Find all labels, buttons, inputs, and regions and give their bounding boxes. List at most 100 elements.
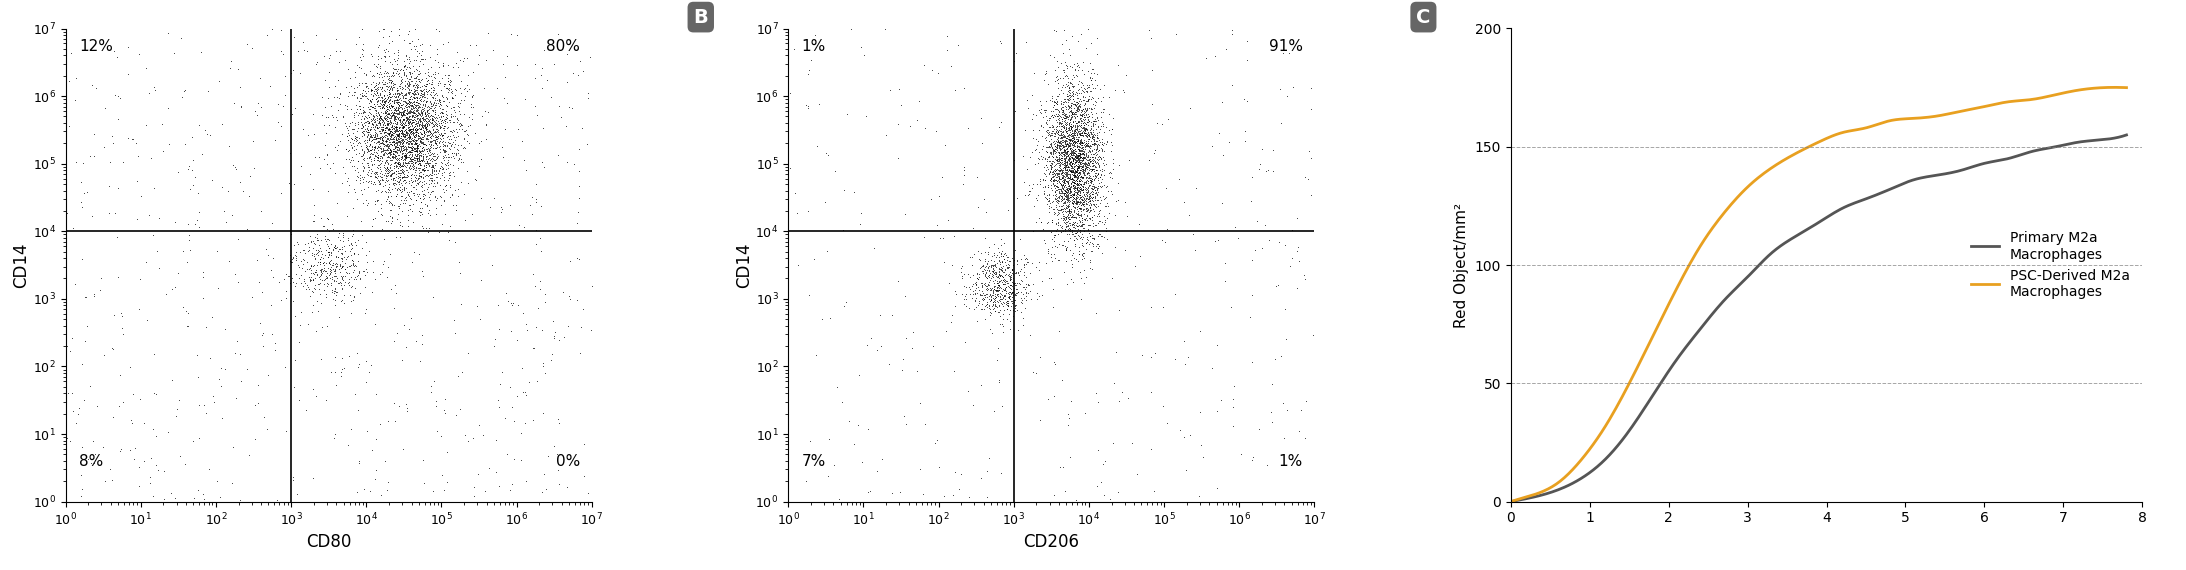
Point <box>418 165 453 174</box>
Point <box>415 486 450 495</box>
Point <box>977 286 1012 295</box>
Point <box>1056 133 1091 142</box>
Point <box>1235 357 1270 367</box>
Point <box>1058 203 1093 212</box>
Point <box>332 74 367 83</box>
Point <box>1036 188 1071 197</box>
Point <box>1095 165 1130 174</box>
Point <box>1056 177 1091 186</box>
Point <box>990 279 1025 288</box>
Point <box>387 123 422 132</box>
Point <box>1041 111 1076 120</box>
Point <box>1041 133 1076 142</box>
Point <box>850 425 885 434</box>
Point <box>966 279 1001 288</box>
Point <box>407 163 442 172</box>
Point <box>457 482 492 491</box>
Point <box>997 280 1032 290</box>
Point <box>391 99 426 108</box>
Point <box>422 63 457 72</box>
Point <box>1034 169 1069 178</box>
Point <box>1058 184 1093 193</box>
Point <box>398 177 433 186</box>
Point <box>376 116 411 125</box>
Point <box>1047 146 1082 155</box>
Point <box>973 324 1008 333</box>
Point <box>359 62 393 71</box>
Point <box>352 104 387 113</box>
Point <box>387 157 422 166</box>
Point <box>1261 238 1296 247</box>
Point <box>433 153 468 162</box>
Point <box>1051 183 1086 192</box>
Point <box>393 157 428 166</box>
Point <box>398 78 433 87</box>
Point <box>339 149 374 158</box>
Point <box>979 286 1014 295</box>
Point <box>1051 190 1086 199</box>
Point <box>369 109 404 118</box>
Point <box>1049 128 1084 137</box>
Point <box>361 117 396 127</box>
Point <box>77 289 111 298</box>
Point <box>369 142 404 151</box>
Point <box>385 91 420 100</box>
Point <box>424 104 459 113</box>
Point <box>1073 124 1108 133</box>
Point <box>1058 137 1093 146</box>
Point <box>1056 170 1091 179</box>
Point <box>365 75 400 84</box>
Point <box>391 142 426 151</box>
Point <box>374 101 409 110</box>
Point <box>1067 147 1102 156</box>
Point <box>1054 112 1089 121</box>
Point <box>411 206 446 215</box>
Point <box>328 82 363 91</box>
Point <box>990 296 1025 306</box>
Point <box>372 150 407 160</box>
Point <box>393 108 428 117</box>
Point <box>1047 126 1082 135</box>
Point <box>444 154 479 163</box>
Point <box>354 141 389 150</box>
Point <box>791 66 826 75</box>
Point <box>363 159 398 168</box>
Point <box>359 104 393 113</box>
Point <box>1003 264 1038 273</box>
Point <box>426 155 461 164</box>
Point <box>964 474 999 483</box>
Point <box>396 107 431 116</box>
Point <box>404 82 439 91</box>
Point <box>1043 99 1078 108</box>
Point <box>376 83 411 92</box>
Point <box>1100 196 1135 205</box>
Point <box>295 301 330 310</box>
Point <box>971 492 1006 502</box>
Point <box>1041 193 1076 202</box>
Point <box>164 34 199 43</box>
Point <box>1069 152 1104 161</box>
Point <box>345 155 380 164</box>
Point <box>402 99 437 108</box>
Point <box>1268 334 1303 343</box>
Point <box>1235 452 1270 461</box>
Point <box>313 243 348 252</box>
Point <box>1076 158 1110 167</box>
Point <box>1047 185 1082 194</box>
Point <box>1058 113 1093 122</box>
Point <box>330 253 365 262</box>
Point <box>385 129 420 139</box>
Point <box>1051 96 1086 105</box>
Point <box>387 199 422 208</box>
Point <box>1062 76 1097 86</box>
Point <box>243 319 278 328</box>
Point <box>378 147 413 156</box>
Point <box>363 113 398 123</box>
Point <box>1089 202 1124 211</box>
Point <box>1069 105 1104 114</box>
Point <box>400 136 435 145</box>
Point <box>1051 218 1086 227</box>
Point <box>391 194 426 203</box>
Point <box>1047 131 1082 140</box>
Point <box>310 273 345 282</box>
